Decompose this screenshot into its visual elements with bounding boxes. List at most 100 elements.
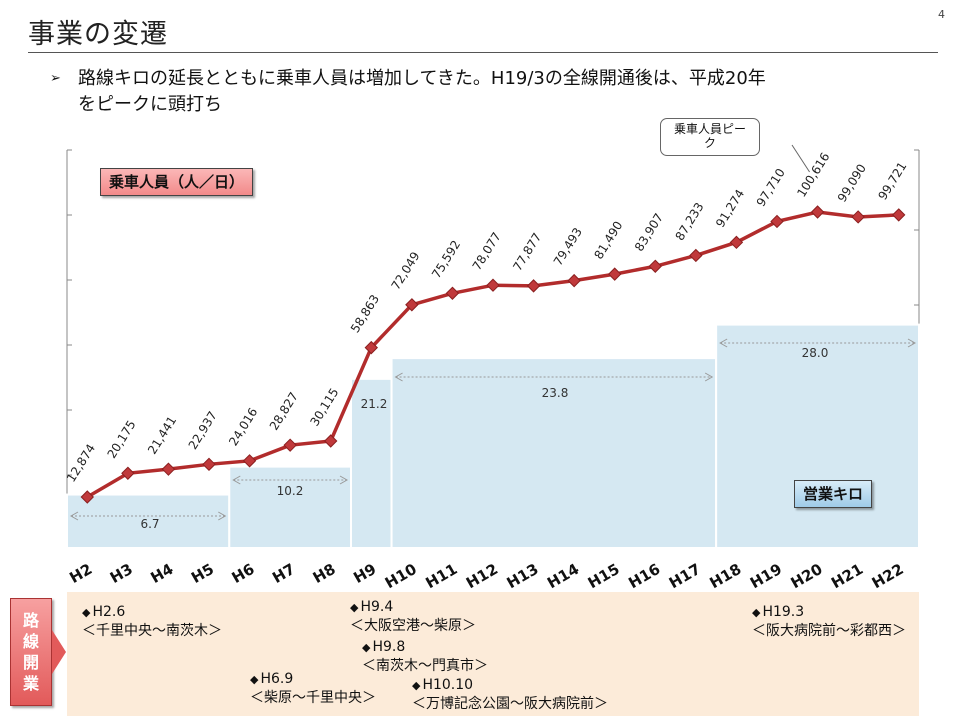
x-tick-label: H11: [422, 560, 460, 592]
route-tag-char: 業: [22, 674, 39, 693]
ridership-data-label: 79,493: [551, 225, 585, 268]
route-opening-entry: ◆ H6.9 ＜柴原～千里中央＞: [250, 670, 376, 707]
ridership-point: [486, 278, 500, 292]
route-tag-char: 路: [22, 611, 39, 630]
route-opening-date: H6.9: [260, 671, 294, 687]
diamond-icon: ◆: [362, 641, 371, 654]
ridership-point: [324, 434, 338, 448]
ridership-point: [729, 235, 744, 250]
ridership-point: [608, 267, 622, 281]
ridership-data-label: 99,721: [875, 159, 909, 202]
x-tick-label: H10: [382, 560, 420, 592]
span-arrow-head-left: [394, 372, 403, 382]
x-tick-label: H19: [747, 560, 785, 592]
peak-callout: 乗車人員ピー ク: [660, 118, 760, 156]
x-tick-label: H13: [504, 560, 542, 592]
peak-callout-line-1: 乗車人員ピー: [673, 122, 746, 136]
peak-callout-pointer: [791, 144, 810, 173]
ridership-data-label: 83,907: [632, 211, 666, 254]
x-tick-label: H3: [107, 560, 136, 587]
route-km-label: 23.8: [542, 386, 569, 400]
ridership-data-label: 72,049: [389, 249, 423, 292]
ridership-point: [810, 205, 825, 219]
ridership-point: [161, 462, 176, 476]
ridership-point: [526, 279, 541, 293]
x-tick-label: H5: [188, 560, 217, 587]
x-tick-label: H18: [706, 560, 744, 592]
ridership-data-label: 24,016: [226, 405, 260, 448]
x-tick-label: H14: [544, 560, 582, 592]
route-openings-panel: [67, 592, 919, 716]
route-opening-date: H9.8: [372, 639, 406, 655]
route-tag-char: 開: [22, 653, 39, 672]
route-tag-arrow-icon: [52, 630, 66, 674]
route-opening-section: ＜大阪空港～柴原＞: [350, 618, 476, 634]
route-openings-tag: 路 線 開 業: [10, 598, 52, 706]
x-tick-label: H9: [350, 560, 379, 587]
ridership-point: [202, 457, 216, 472]
ridership-point: [242, 454, 257, 468]
ridership-data-label: 87,233: [673, 200, 707, 243]
x-tick-label: H4: [148, 560, 177, 587]
route-opening-section: ＜阪大病院前～彩都西＞: [752, 623, 906, 639]
route-opening-date: H10.10: [422, 677, 474, 693]
route-km-label: 28.0: [802, 346, 829, 360]
peak-callout-line-2: ク: [703, 136, 716, 150]
span-arrow-head-left: [719, 338, 728, 348]
ridership-point: [364, 340, 378, 355]
bullet-line-2: をピークに頭打ち: [78, 94, 222, 115]
ridership-data-label: 21,441: [145, 414, 179, 457]
x-tick-label: H21: [828, 560, 866, 592]
route-opening-section: ＜万博記念公園～阪大病院前＞: [412, 696, 608, 712]
span-arrow-head-right: [339, 475, 349, 485]
route-km-step: [715, 323, 921, 549]
ridership-point: [689, 248, 703, 263]
ridership-data-label: 81,490: [591, 219, 625, 262]
title-divider: [28, 52, 938, 53]
x-tick-label: H12: [463, 560, 501, 592]
ridership-data-label: 58,863: [348, 292, 382, 335]
route-km-label: 21.2: [361, 397, 388, 411]
x-tick-label: H17: [666, 560, 704, 592]
ridership-point: [648, 259, 662, 273]
ridership-point: [283, 438, 297, 452]
route-opening-date: H19.3: [762, 604, 805, 620]
ridership-data-label: 12,874: [64, 442, 98, 485]
ridership-data-label: 77,877: [510, 230, 544, 273]
route-opening-section: ＜柴原～千里中央＞: [250, 690, 376, 706]
page-number: 4: [938, 8, 945, 21]
bullet-arrow-icon: ➢: [50, 71, 61, 86]
ridership-data-label: 99,090: [835, 162, 869, 205]
bullet-line-1: 路線キロの延長とともに乗車人員は増加してきた。H19/3の全線開通後は、平成20…: [78, 68, 766, 89]
route-km-label: 10.2: [277, 484, 304, 498]
route-opening-entry: ◆ H2.6 ＜千里中央～南茨木＞: [82, 603, 222, 640]
x-tick-label: H2: [66, 560, 95, 587]
ridership-data-label: 22,937: [186, 409, 220, 452]
ridership-point: [80, 490, 94, 504]
span-arrow-head-right: [704, 372, 714, 382]
ridership-data-label: 78,077: [470, 230, 504, 273]
route-opening-entry: ◆ H19.3 ＜阪大病院前～彩都西＞: [752, 603, 906, 640]
ridership-data-label: 30,115: [307, 386, 341, 429]
ridership-point: [445, 286, 460, 300]
route-km-label-box: 営業キロ: [794, 480, 873, 508]
ridership-point: [405, 298, 419, 312]
route-opening-entry: ◆ H9.8 ＜南茨木～門真市＞: [362, 638, 488, 675]
ridership-point: [892, 208, 906, 222]
ridership-point: [121, 466, 135, 480]
route-km-label: 6.7: [140, 517, 159, 531]
x-tick-label: H8: [310, 560, 339, 587]
x-tick-label: H7: [269, 560, 298, 587]
route-opening-section: ＜千里中央～南茨木＞: [82, 623, 222, 639]
x-tick-label: H15: [585, 560, 623, 592]
route-opening-date: H2.6: [92, 604, 126, 620]
ridership-data-label: 97,710: [754, 166, 788, 209]
ridership-data-label: 20,175: [105, 418, 139, 461]
diamond-icon: ◆: [82, 606, 91, 619]
x-tick-label: H6: [229, 560, 258, 587]
ridership-data-label: 28,827: [267, 390, 301, 433]
route-opening-entry: ◆ H10.10 ＜万博記念公園～阪大病院前＞: [412, 676, 608, 713]
diamond-icon: ◆: [752, 606, 761, 619]
x-tick-label: H20: [788, 560, 826, 592]
